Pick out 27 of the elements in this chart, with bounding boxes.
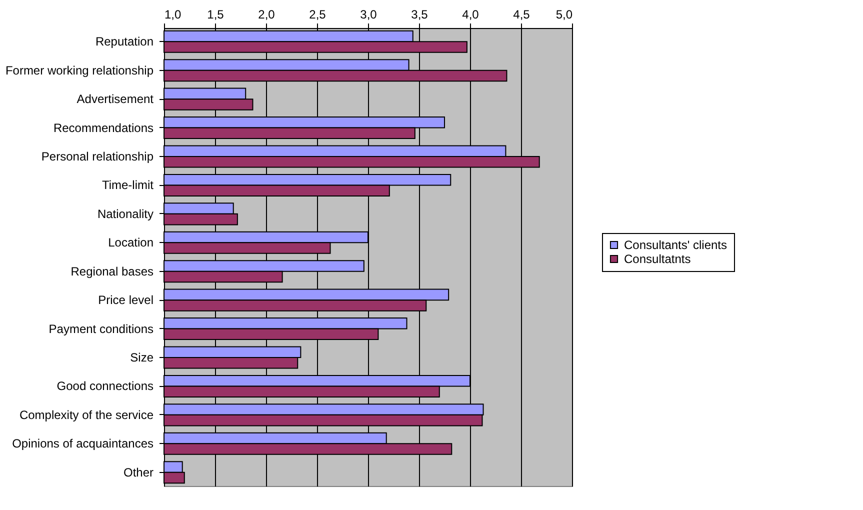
y-tick-label: Good connections [56,379,154,394]
x-tick-label: 5,0 [556,8,573,22]
y-tick-label: Time-limit [102,178,154,192]
y-tick-label: Advertisement [76,92,154,106]
x-tick-label: 1,5 [207,8,224,22]
y-tick-label: Former working relationship [5,63,154,78]
x-tick-label: 2,5 [309,8,326,22]
y-tick-label: Payment conditions [48,322,154,336]
y-tick-label: Other [123,465,154,480]
y-tick-label: Complexity of the service [19,408,154,422]
y-tick-label: Reputation [95,34,154,49]
x-tick-label: 4,5 [513,8,530,22]
y-tick-label: Location [108,236,154,250]
x-tick-label: 1,0 [164,8,182,22]
x-tick-label: 4,0 [462,8,480,22]
y-tick-label: Price level [98,293,154,308]
y-tick-label: Recommendations [53,120,154,135]
x-tick-label: 2,0 [258,8,276,22]
y-tick-label: Personal relationship [41,150,154,164]
legend-label: Consultatnts [624,252,691,266]
x-tick-label: 3,5 [411,8,428,22]
x-tick-label: 3,0 [360,8,378,22]
y-tick-label: Nationality [97,206,154,221]
y-tick-label: Opinions of acquaintances [12,436,154,451]
y-tick-label: Regional bases [70,264,154,278]
y-tick-label: Size [130,350,154,364]
legend-label: Consultants' clients [624,238,728,252]
